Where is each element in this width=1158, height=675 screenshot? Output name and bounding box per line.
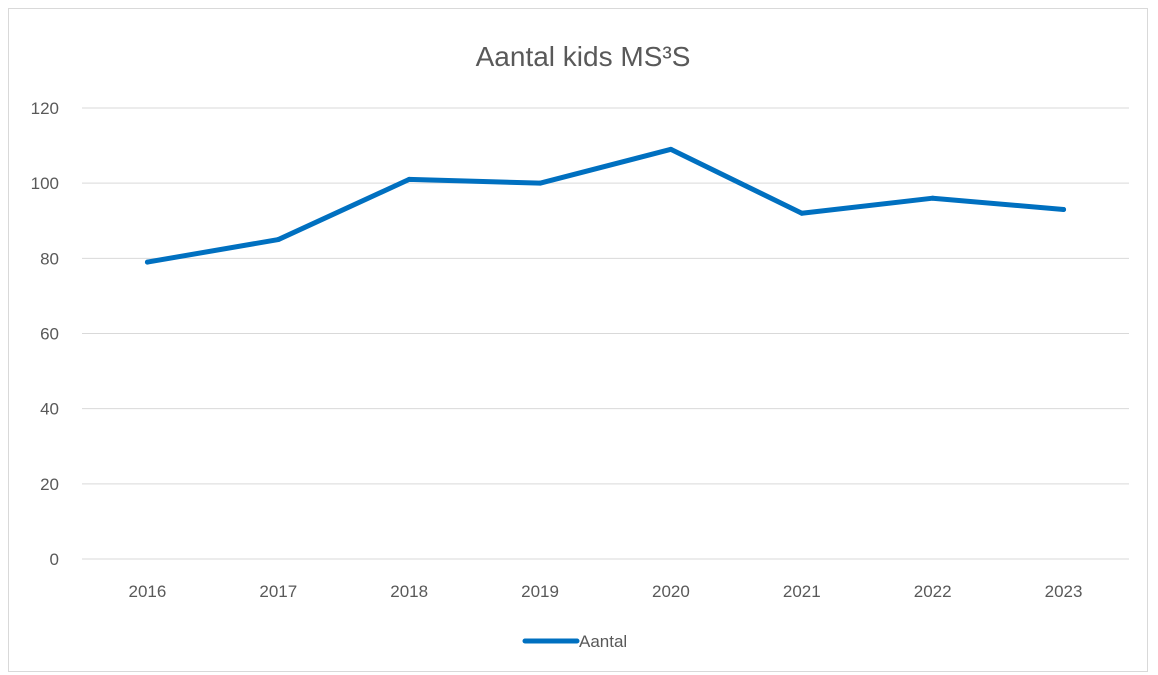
data-point-2021 <box>799 210 805 216</box>
x-tick-label-2020: 2020 <box>652 582 690 601</box>
y-tick-label-60: 60 <box>40 325 59 344</box>
x-axis-ticks: 2016 2017 2018 2019 2020 2021 2022 2023 <box>129 582 1083 601</box>
y-axis-ticks: 0 20 40 60 80 100 120 <box>31 99 59 569</box>
y-tick-label-80: 80 <box>40 249 59 268</box>
y-tick-label-0: 0 <box>50 550 59 569</box>
y-tick-label-20: 20 <box>40 475 59 494</box>
x-tick-label-2022: 2022 <box>914 582 952 601</box>
gridlines <box>82 107 1129 560</box>
y-tick-label-40: 40 <box>40 400 59 419</box>
data-point-2018 <box>406 176 412 182</box>
series-line-aantal <box>144 146 1067 265</box>
x-tick-label-2023: 2023 <box>1045 582 1083 601</box>
x-tick-label-2017: 2017 <box>259 582 297 601</box>
y-tick-label-100: 100 <box>31 174 59 193</box>
x-tick-label-2018: 2018 <box>390 582 428 601</box>
series-layer <box>144 146 1067 265</box>
x-tick-label-2016: 2016 <box>129 582 167 601</box>
data-point-2023 <box>1061 206 1067 212</box>
x-tick-label-2021: 2021 <box>783 582 821 601</box>
data-point-2016 <box>144 259 150 265</box>
data-point-2020 <box>668 146 674 152</box>
legend-label: Aantal <box>579 632 627 651</box>
chart-title: Aantal kids MS³S <box>476 41 691 72</box>
data-point-2017 <box>275 237 281 243</box>
y-tick-label-120: 120 <box>31 99 59 118</box>
data-point-2019 <box>537 180 543 186</box>
legend: Aantal <box>522 632 627 651</box>
data-point-2022 <box>930 195 936 201</box>
x-tick-label-2019: 2019 <box>521 582 559 601</box>
chart-frame <box>8 8 1148 672</box>
